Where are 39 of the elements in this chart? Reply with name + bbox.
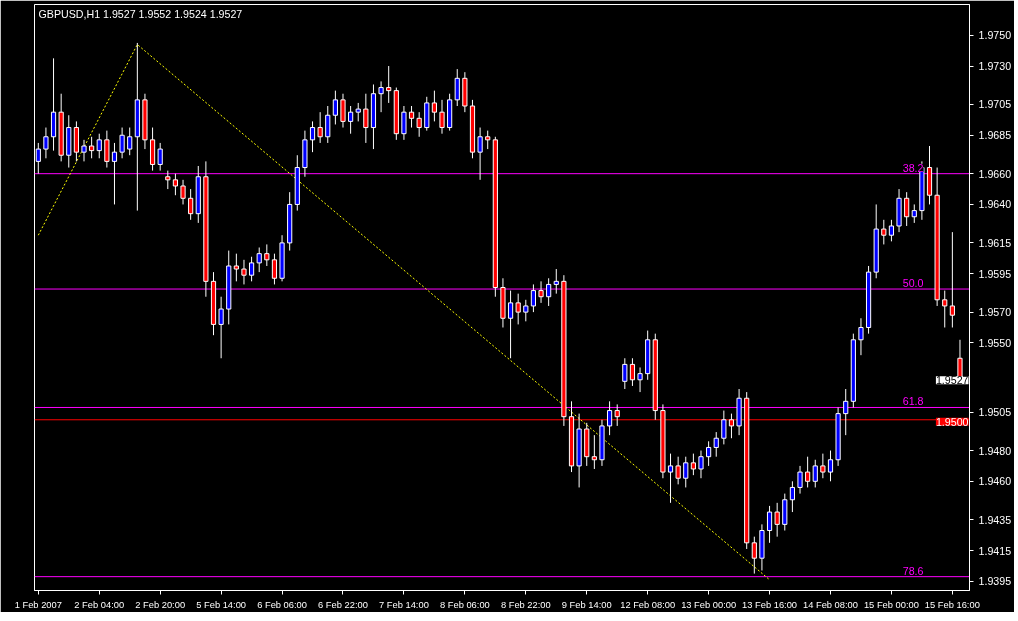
y-tick-label: 1.9550: [978, 336, 1012, 349]
x-tick-label: 14 Feb 08:00: [803, 599, 858, 610]
x-tick-label: 2 Feb 20:00: [135, 599, 186, 610]
annotation: 38.2: [902, 161, 924, 174]
annotation: 50.0: [902, 277, 924, 290]
chart-title: GBPUSD,H1 1.9527 1.9552 1.9524 1.9527: [38, 7, 243, 20]
y-tick-label: 1.9685: [978, 129, 1012, 142]
x-tick-label: 9 Feb 14:00: [561, 599, 612, 610]
annotation: 1.9527: [935, 374, 969, 387]
ref-line-label: 1.9500: [935, 415, 969, 428]
y-tick-label: 1.9750: [978, 29, 1012, 42]
x-tick-label: 7 Feb 14:00: [379, 599, 429, 610]
x-tick-label: 8 Feb 06:00: [439, 599, 490, 610]
x-tick-label: 12 Feb 08:00: [620, 599, 676, 610]
y-tick-label: 1.9505: [978, 406, 1012, 419]
y-tick-label: 1.9595: [978, 267, 1012, 280]
x-tick-label: 13 Feb 00:00: [681, 599, 737, 610]
y-tick-label: 1.9705: [978, 98, 1012, 111]
y-tick-label: 1.9660: [978, 167, 1012, 180]
annotation: 78.6: [902, 564, 924, 577]
x-tick-label: 1 Feb 2007: [14, 599, 62, 610]
x-tick-label: 13 Feb 16:00: [742, 599, 798, 610]
x-tick-label: 6 Feb 06:00: [257, 599, 307, 610]
y-tick-label: 1.9615: [978, 236, 1012, 249]
y-tick-label: 1.9570: [978, 306, 1012, 319]
annotation: 61.8: [902, 395, 924, 408]
y-tick-label: 1.9460: [978, 475, 1012, 488]
y-tick-label: 1.9395: [978, 575, 1012, 588]
x-tick-label: 5 Feb 14:00: [196, 599, 247, 610]
y-tick-label: 1.9480: [978, 444, 1012, 457]
y-tick-label: 1.9730: [978, 60, 1012, 73]
y-tick-label: 1.9435: [978, 513, 1012, 526]
x-tick-label: 15 Feb 16:00: [924, 599, 980, 610]
x-tick-label: 2 Feb 04:00: [74, 599, 125, 610]
x-tick-label: 8 Feb 22:00: [500, 599, 551, 610]
y-tick-label: 1.9415: [978, 544, 1012, 557]
x-tick-label: 15 Feb 00:00: [863, 599, 919, 610]
x-tick-label: 6 Feb 22:00: [318, 599, 368, 610]
y-tick-label: 1.9640: [978, 198, 1012, 211]
